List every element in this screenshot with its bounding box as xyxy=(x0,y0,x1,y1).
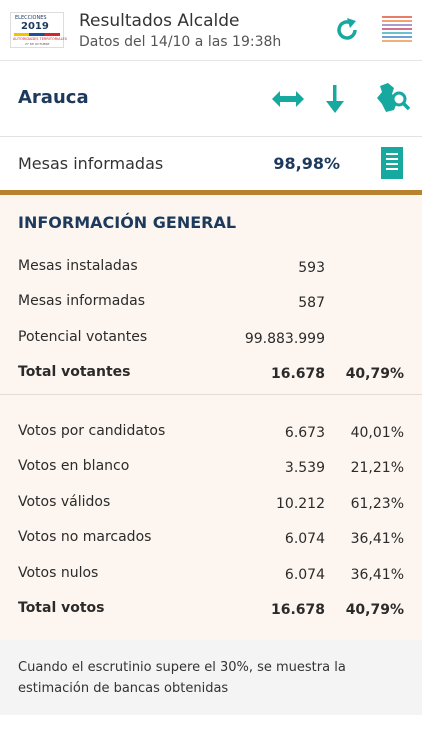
footer: Cuando el escrutinio supere el 30%, se m… xyxy=(0,640,422,715)
row-value: 10.212 xyxy=(276,495,325,512)
menu-button[interactable] xyxy=(381,15,413,45)
logo-flag xyxy=(14,33,60,36)
expand-button[interactable] xyxy=(270,86,306,112)
divider xyxy=(0,136,422,137)
row-value: 593 xyxy=(298,260,325,276)
row-label: Potencial votantes xyxy=(18,328,148,345)
row-value: 3.539 xyxy=(284,460,325,477)
row-value: 6.074 xyxy=(284,566,325,583)
download-button[interactable] xyxy=(324,83,346,115)
refresh-button[interactable] xyxy=(332,15,362,45)
summary-label: Mesas informadas xyxy=(18,154,164,173)
row-value: 6.074 xyxy=(284,531,325,548)
info-section: INFORMACIÓN GENERAL Mesas instaladas 593 M… xyxy=(0,195,422,640)
row-label: Votos no marcados xyxy=(18,529,152,546)
row-label: Mesas instaladas xyxy=(18,258,138,274)
logo-year: 2019 xyxy=(21,21,49,32)
row-label: Votos nulos xyxy=(18,564,99,581)
logo-line: ELECCIONES xyxy=(15,15,47,21)
row-percent: 21,21% xyxy=(350,460,404,477)
row-percent: 40,79% xyxy=(345,602,404,618)
logo: ELECCIONES 2019 AUTORIDADES TERRITORIALE… xyxy=(10,12,67,48)
row-value: 587 xyxy=(298,295,325,312)
row-label: Mesas informadas xyxy=(18,293,146,310)
row-percent: 40,79% xyxy=(345,366,404,383)
row-percent: 61,23% xyxy=(350,495,404,512)
logo-line: 27 DE OCTUBRE xyxy=(25,42,50,46)
row-value: 16.678 xyxy=(270,602,325,618)
footer-note: Cuando el escrutinio supere el 30%, se m… xyxy=(18,660,346,696)
app-subtitle: Datos del 14/10 a las 19:38h xyxy=(79,34,282,50)
row-label: Votos por candidatos xyxy=(18,423,166,439)
app-title: Resultados Alcalde xyxy=(79,11,240,31)
row-value: 99.883.999 xyxy=(244,330,325,347)
logo-line: AUTORIDADES TERRITORIALES xyxy=(13,37,67,41)
row-label: Total votantes xyxy=(18,364,131,381)
header xyxy=(0,0,422,61)
row-label: Votos en blanco xyxy=(18,458,130,475)
detail-button[interactable] xyxy=(380,146,404,180)
row-percent: 40,01% xyxy=(350,425,404,441)
divider xyxy=(0,394,422,395)
map-search-button[interactable] xyxy=(374,80,412,116)
row-label: Votos válidos xyxy=(18,493,111,510)
section-title: INFORMACIÓN GENERAL xyxy=(18,213,237,232)
row-percent: 36,41% xyxy=(350,531,404,548)
row-label: Total votos xyxy=(18,600,105,616)
summary-value: 98,98% xyxy=(273,154,340,173)
row-value: 6.673 xyxy=(284,425,325,441)
location-name: Arauca xyxy=(18,87,89,108)
accent-bar xyxy=(0,190,422,195)
row-value: 16.678 xyxy=(270,366,325,383)
row-percent: 36,41% xyxy=(350,566,404,583)
